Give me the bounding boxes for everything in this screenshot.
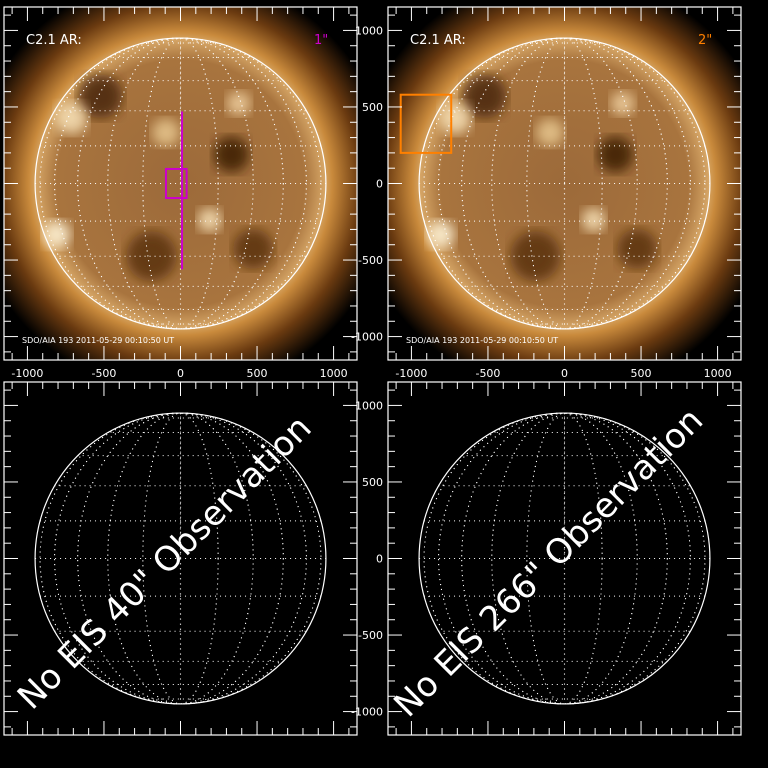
limb-circle	[34, 412, 327, 705]
longitude-line	[526, 412, 603, 705]
longitude-line	[461, 412, 668, 705]
y-tick-label: -1000	[351, 331, 383, 344]
x-tick-label: -1000	[395, 367, 427, 380]
limb-circle	[418, 37, 711, 330]
ticks	[388, 7, 741, 360]
longitude-line	[526, 37, 603, 330]
y-tick-label: 1000	[355, 24, 383, 37]
y-tick-label: 1000	[355, 399, 383, 412]
longitude-line	[107, 412, 254, 705]
longitude-line	[461, 37, 668, 330]
longitude-line	[491, 37, 638, 330]
solar-feature	[126, 231, 177, 282]
eis-fov-box	[399, 93, 453, 154]
longitude-line	[142, 412, 219, 705]
x-tick-label: 1000	[704, 367, 732, 380]
x-tick-label: 0	[177, 367, 184, 380]
instrument-footer: SDO/AIA 193 2011-05-29 00:10:50 UT	[406, 336, 558, 345]
solar-feature	[510, 231, 561, 282]
solar-feature	[610, 91, 635, 116]
instrument-footer: SDO/AIA 193 2011-05-29 00:10:50 UT	[22, 336, 174, 345]
solar-feature	[226, 91, 251, 116]
longitude-line	[39, 412, 322, 705]
longitude-line	[77, 412, 284, 705]
solar-feature	[197, 207, 222, 232]
y-tick-label: -1000	[351, 706, 383, 719]
y-tick-label: -500	[358, 629, 383, 642]
solar-feature	[439, 102, 472, 135]
x-tick-label: 500	[247, 367, 268, 380]
longitude-line	[54, 37, 307, 330]
ticks	[4, 7, 357, 360]
solar-feature	[462, 74, 507, 119]
x-tick-label: 1000	[320, 367, 348, 380]
x-tick-label: 0	[561, 367, 568, 380]
longitude-line	[107, 37, 254, 330]
solar-feature	[55, 102, 88, 135]
y-tick-label: 500	[362, 101, 383, 114]
heliographic-grid	[35, 37, 326, 330]
x-tick-label: -500	[475, 367, 500, 380]
panel-label: C2.1 AR:	[26, 33, 82, 48]
y-tick-label: 500	[362, 476, 383, 489]
panel-bottom-left: No EIS 40" Observation	[3, 381, 358, 736]
limb-circle	[34, 37, 327, 330]
longitude-line	[423, 412, 706, 705]
solar-feature	[213, 136, 250, 173]
longitude-line	[438, 37, 691, 330]
longitude-line	[438, 412, 691, 705]
y-tick-label: -500	[358, 254, 383, 267]
x-tick-label: -500	[91, 367, 116, 380]
ticks	[388, 382, 741, 735]
x-tick-label: -1000	[11, 367, 43, 380]
solar-feature	[78, 74, 123, 119]
y-tick-label: 0	[376, 178, 383, 191]
panel-tag: 1"	[314, 33, 328, 48]
solar-feature	[581, 207, 606, 232]
panel-bottom-right: 1000 500 0 -500 -1000 No EIS 266" Observation	[351, 381, 742, 736]
solar-feature	[597, 136, 634, 173]
panel-top-right: -1000 -500 0 500 1000 1000 500 0 -500 -1000 C2.1 A…	[351, 6, 742, 380]
heliographic-grid	[419, 412, 710, 705]
solar-feature	[617, 228, 658, 269]
longitude-line	[491, 412, 638, 705]
longitude-line	[77, 37, 284, 330]
solar-feature	[426, 220, 455, 249]
panel-tag: 2"	[698, 33, 712, 48]
limb-circle	[418, 412, 711, 705]
no-observation-annotation: No EIS 266" Observation	[386, 400, 711, 725]
longitude-line	[39, 37, 322, 330]
panel-label: C2.1 AR:	[410, 33, 466, 48]
longitude-line	[423, 37, 706, 330]
longitude-line	[54, 412, 307, 705]
heliographic-grid	[419, 37, 710, 330]
eis-fov-box	[164, 167, 188, 200]
y-tick-label: 0	[376, 553, 383, 566]
solar-feature	[233, 228, 274, 269]
longitude-line	[142, 37, 219, 330]
solar-feature	[535, 118, 564, 147]
x-tick-label: 500	[631, 367, 652, 380]
solar-feature	[42, 220, 71, 249]
solar-feature	[151, 118, 180, 147]
ticks	[4, 382, 357, 735]
